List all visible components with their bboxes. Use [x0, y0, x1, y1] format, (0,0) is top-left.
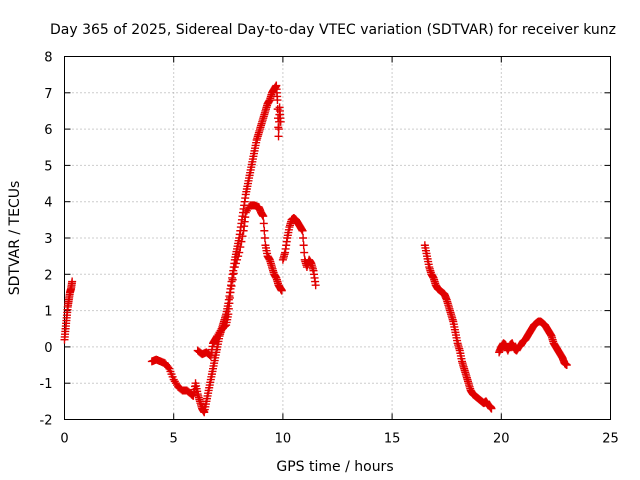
axis-ticks: 0 5 10 15 20 25 -2 -1 0 1 2 3 4 5 6 7 8 [40, 51, 619, 447]
y-tick-label: 5 [44, 159, 52, 174]
data-point [221, 322, 230, 331]
data-point [233, 255, 242, 264]
data-point [276, 117, 285, 126]
y-tick-label: 4 [44, 196, 52, 211]
data-point [299, 234, 308, 242]
data-point [273, 96, 282, 105]
data-point [274, 132, 283, 141]
data-point [260, 226, 269, 235]
data-point [228, 275, 237, 284]
data-point [487, 404, 496, 413]
data-point [274, 125, 283, 134]
y-tick-label: 6 [44, 123, 52, 138]
data-point [259, 212, 268, 221]
data-point [311, 281, 320, 290]
data-point [298, 226, 307, 235]
y-tick-label: 3 [44, 232, 52, 247]
y-axis-label: SDTVAR / TECUs [7, 181, 23, 296]
data-point [237, 237, 246, 246]
x-tick-label: 0 [60, 432, 68, 447]
data-points [60, 81, 571, 417]
data-point [231, 259, 240, 268]
data-point [236, 243, 245, 252]
x-tick-label: 20 [493, 432, 510, 447]
data-point [164, 363, 173, 372]
data-point [234, 252, 243, 261]
x-tick-label: 15 [384, 432, 401, 447]
data-point [230, 263, 239, 272]
y-tick-label: -2 [40, 414, 53, 429]
x-tick-label: 5 [170, 432, 178, 447]
grid [64, 56, 611, 420]
chart-title: Day 365 of 2025, Sidereal Day-to-day VTE… [50, 22, 616, 38]
data-point [68, 277, 77, 286]
x-axis-label: GPS time / hours [276, 459, 393, 475]
data-point [562, 361, 571, 370]
y-tick-label: 7 [44, 87, 52, 102]
plot-frame [64, 56, 611, 420]
x-tick-label: 10 [275, 432, 292, 447]
y-tick-label: -1 [40, 377, 53, 392]
data-point [277, 286, 286, 295]
y-tick-label: 1 [44, 305, 52, 320]
y-tick-label: 8 [44, 51, 52, 66]
data-point [227, 282, 236, 291]
y-tick-label: 0 [44, 341, 52, 356]
data-point [229, 269, 238, 278]
data-point [300, 248, 309, 257]
y-tick-label: 2 [44, 268, 52, 283]
data-point [299, 241, 308, 250]
data-point [238, 232, 247, 241]
data-point [235, 248, 244, 257]
data-point [260, 234, 269, 242]
data-point [259, 219, 268, 228]
x-tick-label: 25 [602, 432, 619, 447]
data-point [226, 288, 235, 297]
